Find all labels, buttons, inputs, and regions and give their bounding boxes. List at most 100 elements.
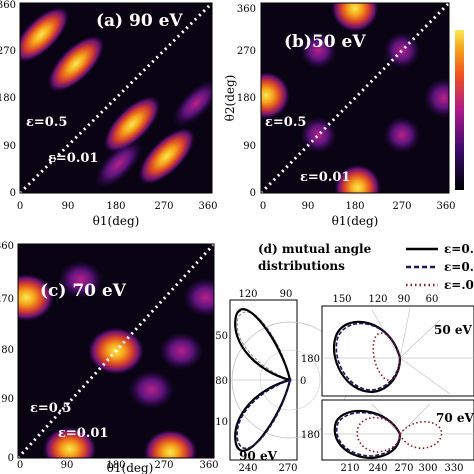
panel-a-ytick: 90 <box>3 141 16 152</box>
panel-c-xlabel: θ1(deg) <box>107 461 154 474</box>
heatmap-blob <box>58 261 103 299</box>
polar-90-tick: 0 <box>300 376 306 387</box>
panel-c-ytick: 270 <box>0 294 14 305</box>
polar-50-tick: 90 <box>398 294 411 305</box>
panel-a-xlabel: θ1(deg) <box>93 214 140 228</box>
panel-b-title: (b)50 eV <box>284 32 366 52</box>
legend-label: ε=0.5 <box>444 242 474 256</box>
polar-90-curve-dotted <box>236 311 291 381</box>
polar-50-curve-solid <box>332 320 402 394</box>
heatmap-blob <box>424 78 449 118</box>
panel-d: (d) mutual angle distributions ε=0.5 ε=0… <box>209 242 474 474</box>
heatmap-blob <box>128 370 175 409</box>
polar-70-label: 70 eV <box>436 411 474 425</box>
panel-a-xtick: 270 <box>154 201 173 212</box>
polar-70-tick: 300 <box>418 463 437 474</box>
panel-d-title: (d) mutual angle <box>258 242 372 256</box>
polar-90-curve-lower <box>234 378 292 452</box>
heatmap-blob <box>300 32 337 69</box>
panel-c-title: (c) 70 eV <box>40 281 127 301</box>
polar-70-curve-dashed <box>335 411 401 457</box>
heatmap-blob <box>183 278 214 317</box>
heatmap-blob <box>331 3 379 32</box>
polar-70-curve-dotted <box>356 416 401 453</box>
heatmap-blob <box>20 7 69 63</box>
heatmap-blob <box>47 35 105 92</box>
heatmap-blob <box>95 140 143 188</box>
polar-90-curve-upper <box>234 308 292 382</box>
polar-plot-70ev: 180 210 240 270 300 330 70 eV <box>301 399 474 474</box>
heatmap-blob <box>103 96 161 153</box>
panel-a-ytick: 270 <box>0 46 16 57</box>
panel-c-diagonal <box>16 242 216 460</box>
polar-50-tick: 60 <box>426 294 439 305</box>
legend-label: ε=.01 <box>444 278 474 292</box>
panel-b-frame <box>260 2 450 194</box>
panel-c-ytick: 90 <box>1 394 14 405</box>
panel-b-xlabel: θ1(deg) <box>332 214 379 228</box>
panel-b-xtick: 0 <box>260 201 266 212</box>
panel-c-lower-label: ε=0.01 <box>58 426 108 441</box>
polar-50-grid-spoke <box>399 357 451 395</box>
polar-plot-90ev: 120 90 150 180 210 0 240 270 90 eV <box>209 289 349 474</box>
panel-b-lower-label: ε=0.01 <box>300 170 350 185</box>
polar-70-grid-spoke <box>399 403 431 435</box>
heatmap-blob <box>43 426 97 458</box>
panel-b-ytick: 90 <box>243 141 256 152</box>
heatmap-blob <box>334 164 381 193</box>
panel-b-xtick: 360 <box>436 201 455 212</box>
panel-c-xticks: 0 90 180 270 360 <box>17 460 219 471</box>
polar-70-tick: 270 <box>394 463 413 474</box>
polar-plot-50ev: 150 120 90 60 180 50 eV <box>301 294 474 397</box>
polar-90-tick: 90 <box>280 289 293 300</box>
polar-70-tick: 330 <box>444 463 463 474</box>
panel-b-yticks: 0 90 180 270 360 <box>237 4 256 199</box>
polar-70-tick: 240 <box>368 463 387 474</box>
panel-b-ylabel: θ2(deg) <box>223 75 237 122</box>
panel-c-heatmap <box>18 261 214 458</box>
panel-b-xtick: 180 <box>345 201 364 212</box>
panel-a-ytick: 180 <box>0 93 16 104</box>
polar-90-tick: 240 <box>238 463 257 474</box>
panel-c-yticks: 90 180 270 360 0 <box>0 241 14 464</box>
panel-a-upper-label: ε=0.5 <box>26 115 67 130</box>
panel-a-xtick: 180 <box>106 201 125 212</box>
panel-a-ytick: 0 <box>10 188 16 199</box>
panel-b-xtick: 90 <box>302 201 315 212</box>
panel-b-ytick: 0 <box>250 188 256 199</box>
polar-90-tick: 210 <box>209 417 228 428</box>
panel-c-xtick: 180 <box>106 460 125 471</box>
panel-c: (c) 70 eV ε=0.5 ε=0.01 90 180 270 360 0 … <box>0 241 219 474</box>
panel-b-ytick: 360 <box>237 4 256 15</box>
polar-70-tick: 210 <box>340 463 359 474</box>
polar-70-curve-dotted-right <box>399 421 443 449</box>
heatmap-blob <box>138 127 195 185</box>
polar-90-tick: 150 <box>209 331 228 342</box>
panel-b-upper-label: ε=0.5 <box>265 115 306 130</box>
heatmap-blob <box>383 116 421 153</box>
panel-b: (b)50 eV ε=0.5 ε=0.01 0 90 180 270 360 θ… <box>223 1 464 228</box>
polar-50-grid-spoke <box>399 307 411 359</box>
panel-c-frame <box>17 243 215 459</box>
panel-a: (a) 90 eV ε=0.5 ε=0.01 0 90 180 270 360 … <box>0 0 218 228</box>
panel-c-upper-label: ε=0.5 <box>30 401 71 416</box>
heatmap-blob <box>18 273 55 322</box>
panel-c-ytick: 0 <box>8 453 14 464</box>
panel-a-yticks: 0 90 180 270 360 <box>0 0 16 199</box>
panel-c-xtick: 0 <box>17 460 23 471</box>
polar-70-curve-solid <box>333 409 402 460</box>
panel-a-frame <box>19 2 213 194</box>
panel-d-subtitle: distributions <box>258 259 345 273</box>
panel-a-heatmap <box>20 7 212 188</box>
panel-b-ytick: 270 <box>237 46 256 57</box>
panel-a-lower-label: ε=0.01 <box>48 151 98 166</box>
panel-c-ytick: 360 <box>0 241 14 252</box>
panel-b-heatmap <box>261 3 449 193</box>
heatmap-blob <box>261 71 290 119</box>
panel-c-xtick: 270 <box>154 460 173 471</box>
panel-c-ytick: 180 <box>0 345 14 356</box>
colorbar <box>455 30 464 190</box>
panel-b-xtick: 270 <box>392 201 411 212</box>
panel-b-ytick: 180 <box>237 93 256 104</box>
